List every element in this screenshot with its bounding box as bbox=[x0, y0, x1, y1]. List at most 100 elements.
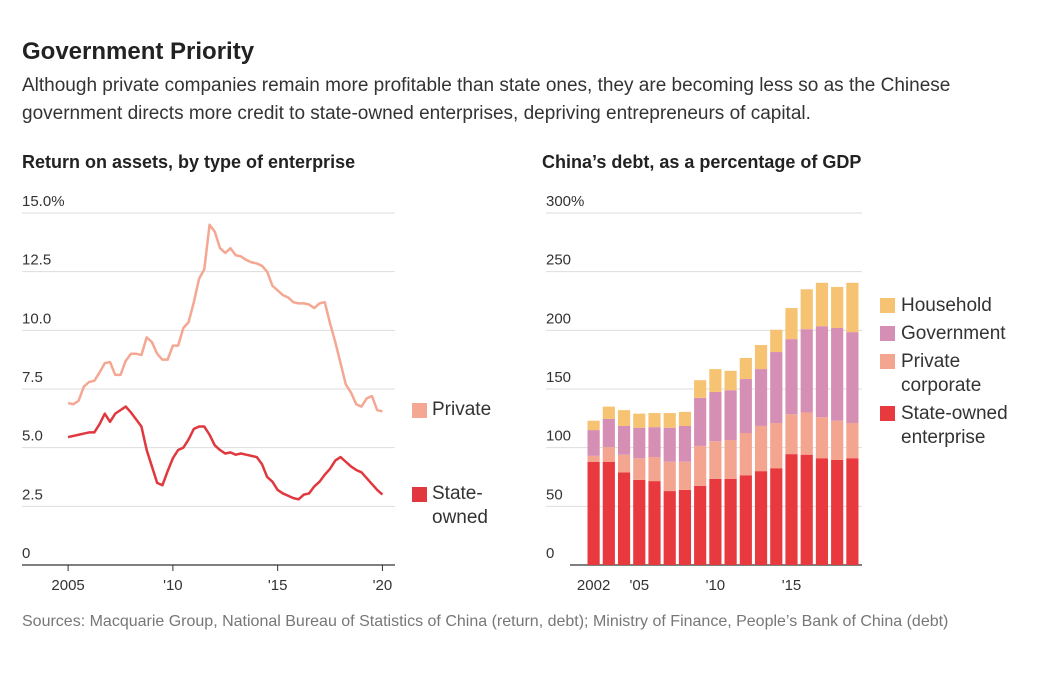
bar-segment bbox=[587, 461, 600, 565]
bar-segment bbox=[739, 357, 752, 380]
bar-segment bbox=[648, 457, 661, 482]
bar-segment bbox=[754, 345, 768, 370]
subtitle: Although private companies remain more p… bbox=[22, 75, 951, 124]
bar-segment bbox=[587, 420, 600, 431]
legend-swatch bbox=[880, 298, 895, 313]
bar-segment bbox=[678, 411, 692, 426]
chart-title: China’s debt, as a percentage of GDP bbox=[542, 152, 861, 172]
x-tick-label: '10 bbox=[163, 577, 183, 594]
y-tick-label: 10.0 bbox=[22, 310, 51, 327]
x-tick-label: '15 bbox=[782, 577, 802, 594]
bar-segment bbox=[602, 447, 615, 462]
bar-segment bbox=[617, 472, 631, 565]
bar-segment bbox=[617, 454, 631, 473]
y-tick-label: 200 bbox=[546, 310, 571, 327]
bar-segment bbox=[602, 406, 615, 419]
bar-segment bbox=[815, 458, 829, 565]
line bbox=[67, 405, 384, 501]
bar-segment bbox=[800, 412, 813, 455]
bar-segment bbox=[724, 390, 737, 441]
x-tick-label: '20 bbox=[373, 577, 393, 594]
x-tick-label: '05 bbox=[629, 577, 649, 594]
y-tick-label: 250 bbox=[546, 252, 571, 269]
bar-segment bbox=[633, 427, 646, 459]
bar-segment bbox=[678, 489, 692, 565]
y-tick-label: 5.0 bbox=[22, 428, 43, 445]
bar-segment bbox=[770, 423, 783, 469]
bar-segment bbox=[663, 461, 676, 492]
legend-swatch bbox=[880, 326, 895, 341]
bar-segment bbox=[831, 286, 844, 328]
bar-segment bbox=[724, 478, 737, 565]
y-tick-label: 300% bbox=[546, 193, 584, 210]
title: Government Priority bbox=[22, 38, 255, 65]
legend-label: State-owned bbox=[432, 482, 488, 528]
bar-segment bbox=[800, 454, 813, 565]
bar-segment bbox=[785, 454, 798, 565]
bar-segment bbox=[694, 380, 707, 398]
bar-segment bbox=[846, 423, 859, 459]
x-tick-label: '10 bbox=[706, 577, 726, 594]
bar-segment bbox=[694, 397, 707, 446]
bar-segment bbox=[846, 282, 859, 333]
bar-segment bbox=[633, 413, 646, 428]
bar-segment bbox=[633, 458, 646, 480]
bar-segment bbox=[831, 327, 844, 421]
y-tick-label: 15.0% bbox=[22, 193, 65, 210]
bar-segment bbox=[678, 425, 692, 462]
bar-segment bbox=[754, 425, 768, 472]
bar-segment bbox=[846, 332, 859, 424]
bar-segment bbox=[678, 461, 692, 490]
bar-segment bbox=[739, 475, 752, 565]
bar-segment bbox=[785, 414, 798, 455]
bar-segment bbox=[739, 379, 752, 433]
legend-swatch bbox=[412, 486, 427, 502]
bar-segment bbox=[831, 459, 844, 565]
bar-segment bbox=[800, 289, 813, 330]
bar-segment bbox=[770, 468, 783, 565]
bar-segment bbox=[739, 433, 752, 476]
bar-segment bbox=[587, 455, 600, 462]
bar-segment bbox=[633, 479, 646, 565]
bar-segment bbox=[709, 369, 722, 392]
x-tick-label: 2005 bbox=[51, 577, 84, 594]
bar-segment bbox=[815, 417, 829, 459]
bar-segment bbox=[709, 391, 722, 442]
bar-segment bbox=[754, 471, 768, 565]
y-tick-label: 150 bbox=[546, 369, 571, 386]
bar-segment bbox=[709, 478, 722, 565]
bar-segment bbox=[648, 481, 661, 565]
bar-segment bbox=[663, 427, 676, 462]
legend-label: Household bbox=[901, 295, 992, 316]
bar-segment bbox=[709, 441, 722, 479]
y-tick-label: 0 bbox=[546, 545, 554, 562]
y-tick-label: 12.5 bbox=[22, 252, 51, 269]
line bbox=[67, 223, 383, 413]
bar-segment bbox=[617, 425, 631, 455]
bar-segment bbox=[724, 440, 737, 479]
bar-segment bbox=[846, 458, 859, 565]
legend-swatch bbox=[880, 354, 895, 369]
y-tick-label: 2.5 bbox=[22, 486, 43, 503]
bar-segment bbox=[724, 370, 737, 391]
bar-segment bbox=[663, 491, 676, 565]
bar-segment bbox=[694, 485, 707, 565]
chart-title: Return on assets, by type of enterprise bbox=[22, 152, 355, 172]
bar-segment bbox=[800, 329, 813, 413]
y-tick-label: 100 bbox=[546, 428, 571, 445]
x-tick-label: '15 bbox=[268, 577, 288, 594]
y-tick-label: 7.5 bbox=[22, 369, 43, 386]
y-tick-label: 0 bbox=[22, 545, 30, 562]
bar-segment bbox=[754, 369, 768, 426]
bar-segment bbox=[770, 352, 783, 424]
bar-segment bbox=[663, 413, 676, 428]
bar-segment bbox=[831, 420, 844, 460]
bar-segment bbox=[587, 430, 600, 456]
legend-swatch bbox=[880, 406, 895, 421]
bar-segment bbox=[785, 339, 798, 415]
bar-segment bbox=[648, 413, 661, 428]
bar-segment bbox=[785, 308, 798, 340]
bar-segment bbox=[602, 461, 615, 565]
